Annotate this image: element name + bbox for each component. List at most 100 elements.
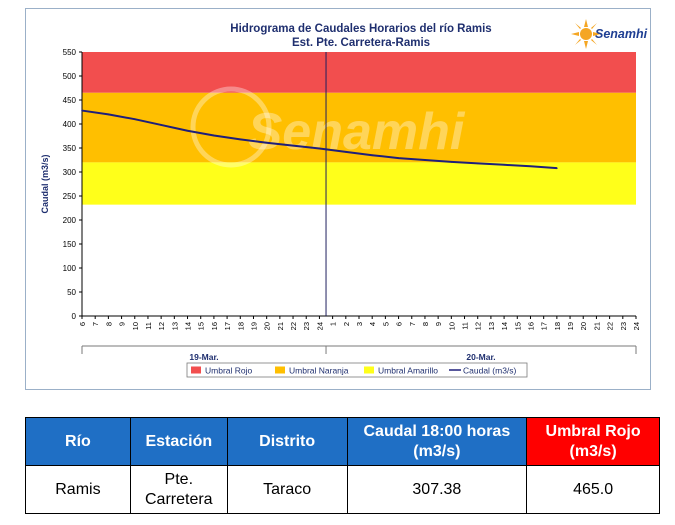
chart-subtitle: Est. Pte. Carretera-Ramis (292, 37, 430, 49)
cell-distrito: Taraco (226, 465, 348, 514)
y-axis-label: Caudal (m3/s) (40, 154, 50, 213)
legend-label-2: Umbral Naranja (289, 366, 349, 376)
x-tick-label-31: 13 (487, 322, 496, 330)
x-tick-label-8: 14 (184, 322, 193, 330)
x-tick-label-37: 19 (566, 322, 575, 330)
chart-canvas: Hidrograma de Caudales Horarios del río … (40, 23, 641, 378)
x-tick-label-35: 17 (540, 322, 549, 330)
x-tick-label-9: 15 (197, 322, 206, 330)
table-row: Ramis Pte. Carretera Taraco 307.38 465.0 (25, 465, 660, 514)
x-tick-label-42: 24 (632, 322, 641, 330)
x-tick-label-13: 19 (249, 322, 258, 330)
x-tick-label-10: 16 (210, 322, 219, 330)
y-tick-label-9: 450 (63, 96, 77, 105)
x-tick-label-26: 8 (421, 322, 430, 326)
x-tick-label-5: 11 (144, 322, 153, 330)
day-label-2: 20-Mar. (466, 352, 495, 362)
series-point-9 (318, 147, 321, 150)
x-tick-label-15: 21 (276, 322, 285, 330)
legend-label-4: Caudal (m3/s) (463, 366, 517, 376)
series-point-8 (292, 144, 294, 147)
x-tick-label-6: 12 (157, 322, 166, 330)
x-tick-label-12: 18 (236, 322, 245, 330)
series-point-16 (503, 164, 505, 166)
hydrograph-chart: Hidrograma de Caudales Horarios del río … (25, 8, 651, 390)
y-tick-label-2: 100 (63, 264, 77, 273)
series-point-6 (239, 138, 242, 141)
cell-umbral-rojo: 465.0 (526, 465, 660, 514)
x-tick-label-16: 22 (289, 322, 298, 330)
sun-icon (571, 19, 601, 49)
series-point-10 (345, 151, 347, 153)
senamhi-logo: Senamhi (571, 15, 647, 51)
series-point-11 (371, 154, 373, 156)
header-umbral-rojo: Umbral Rojo (m3/s) (526, 417, 660, 466)
x-tick-label-25: 7 (408, 322, 417, 326)
x-tick-label-34: 16 (526, 322, 535, 330)
series-point-3 (160, 124, 162, 126)
legend-swatch-3 (364, 366, 374, 374)
series-point-12 (397, 157, 400, 159)
y-tick-label-7: 350 (63, 144, 77, 153)
header-caudal: Caudal 18:00 horas (m3/s) (346, 417, 528, 466)
x-tick-label-40: 22 (606, 322, 615, 330)
y-tick-label-8: 400 (63, 120, 77, 129)
series-point-15 (476, 162, 479, 165)
series-point-17 (529, 165, 532, 168)
header-estacion: Estación (129, 417, 228, 466)
legend-label-3: Umbral Amarillo (378, 366, 438, 376)
y-tick-label-5: 250 (63, 192, 77, 201)
x-tick-label-11: 17 (223, 322, 232, 330)
x-tick-label-3: 9 (118, 322, 127, 326)
series-point-14 (450, 161, 453, 163)
x-tick-label-7: 13 (170, 322, 179, 330)
cell-caudal: 307.38 (346, 465, 528, 514)
legend-swatch-2 (275, 366, 285, 374)
x-tick-label-30: 12 (474, 322, 483, 330)
header-distrito: Distrito (226, 417, 348, 466)
series-point-5 (213, 134, 215, 137)
series-point-18 (556, 167, 558, 169)
series-point-13 (424, 159, 426, 161)
series-point-0 (81, 109, 83, 112)
x-tick-label-22: 4 (368, 322, 377, 326)
x-tick-label-24: 6 (395, 322, 404, 326)
x-tick-label-4: 10 (131, 322, 140, 330)
x-tick-label-14: 20 (263, 322, 272, 330)
series-point-4 (186, 129, 189, 132)
x-tick-label-36: 18 (553, 322, 562, 330)
chart-title: Hidrograma de Caudales Horarios del río … (230, 23, 491, 35)
x-tick-label-33: 15 (513, 322, 522, 330)
x-tick-label-38: 20 (579, 322, 588, 330)
y-tick-label-11: 550 (63, 48, 77, 57)
y-tick-label-6: 300 (63, 168, 77, 177)
cell-rio: Ramis (25, 465, 131, 514)
x-tick-label-1: 7 (91, 322, 100, 326)
series-point-1 (107, 113, 110, 116)
threshold-band-3 (82, 162, 636, 205)
x-tick-label-29: 11 (461, 322, 470, 330)
y-tick-label-10: 500 (63, 72, 77, 81)
x-tick-label-32: 14 (500, 322, 509, 330)
x-tick-label-20: 2 (342, 322, 351, 326)
y-tick-label-4: 200 (63, 216, 77, 225)
x-tick-label-23: 5 (381, 322, 390, 326)
day-label-1: 19-Mar. (189, 352, 218, 362)
x-tick-label-19: 1 (329, 322, 338, 326)
x-tick-label-39: 21 (592, 322, 601, 330)
y-tick-label-1: 50 (67, 288, 76, 297)
legend-label-1: Umbral Rojo (205, 366, 253, 376)
x-tick-label-27: 9 (434, 322, 443, 326)
x-tick-label-21: 3 (355, 322, 364, 326)
watermark-text: Senamhi (248, 103, 466, 161)
x-tick-label-0: 6 (78, 322, 87, 326)
legend-box (186, 362, 528, 378)
series-point-7 (265, 141, 268, 144)
y-tick-label-3: 150 (63, 240, 77, 249)
header-rio: Río (25, 417, 131, 466)
x-tick-label-18: 24 (315, 322, 324, 330)
cell-estacion: Pte. Carretera (129, 465, 228, 514)
y-tick-label-0: 0 (72, 312, 77, 321)
table-header-row: Río Estación Distrito Caudal 18:00 horas… (25, 417, 660, 466)
threshold-band-1 (82, 52, 636, 93)
